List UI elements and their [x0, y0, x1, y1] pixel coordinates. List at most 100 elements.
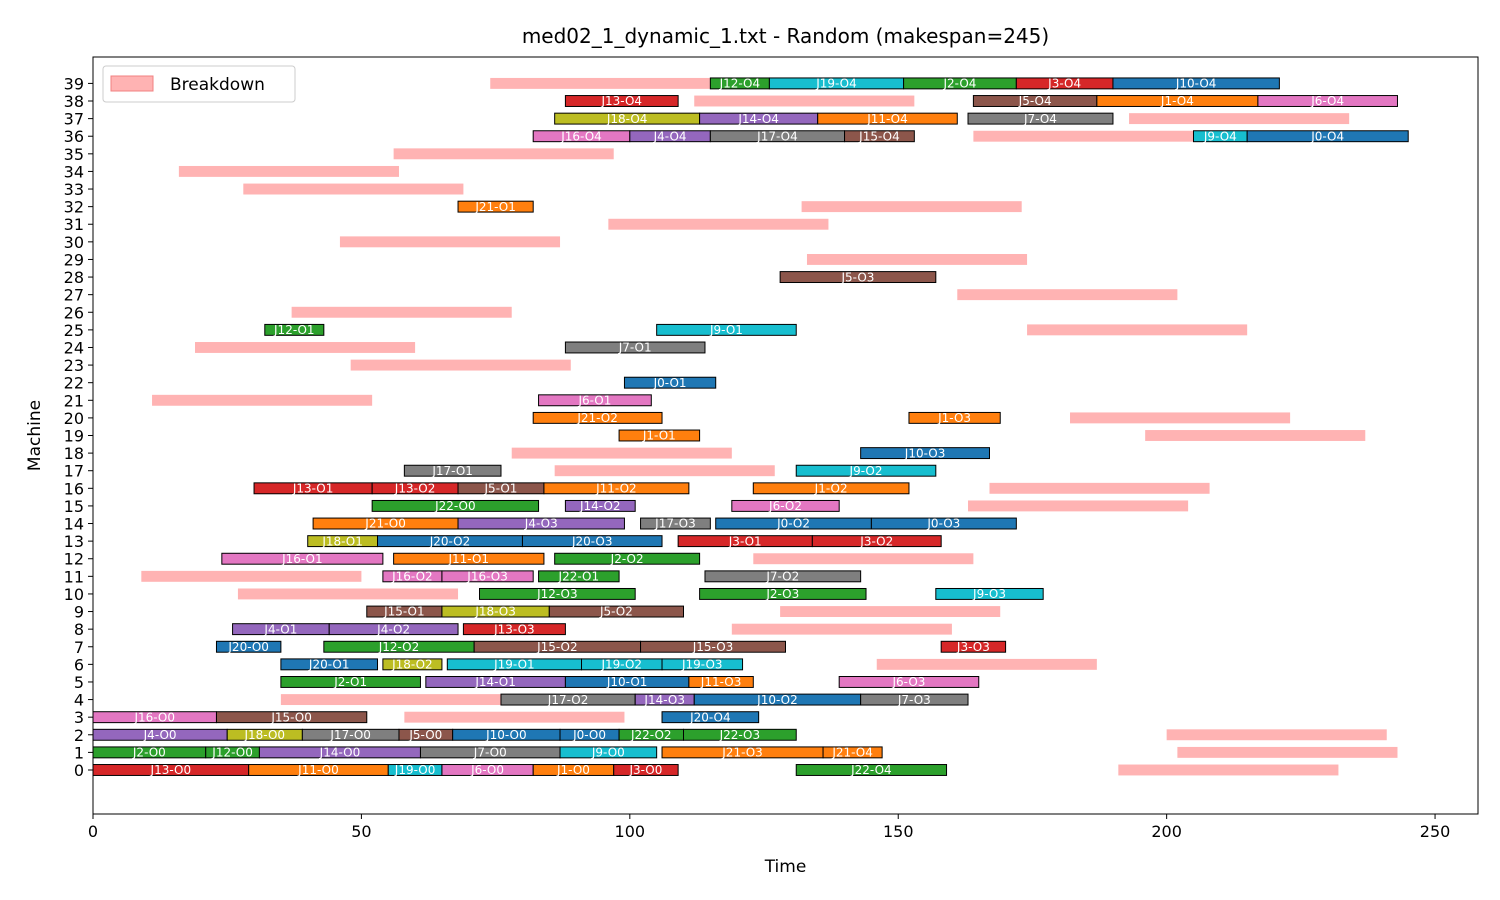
breakdown-bar-m10-25: [237, 588, 459, 600]
op-bar-J16-O1-m12: [221, 552, 384, 565]
x-axis-label: Time: [764, 857, 807, 877]
op-bar-J6-O2-m15: [731, 499, 840, 512]
breakdown-bar-m36-3: [973, 130, 1194, 142]
op-bar-J5-O2-m9: [548, 605, 685, 618]
op-bar-J11-O2-m16: [543, 482, 690, 495]
y-tick-label: 4: [74, 691, 84, 710]
y-tick-label: 14: [64, 515, 84, 534]
op-bar-J5-O3-m28: [779, 271, 937, 284]
y-tick-label: 28: [64, 268, 84, 287]
op-label-J14-O4: J14-O4: [737, 112, 779, 126]
op-bar-J7-O1-m24: [564, 341, 706, 354]
op-bar-J20-O4-m3: [661, 711, 760, 724]
op-label-J17-O1: J17-O1: [431, 464, 473, 478]
op-label-J3-O4: J3-O4: [1047, 77, 1081, 91]
op-bar-J9-O1-m25: [656, 323, 797, 336]
y-tick-label: 16: [64, 479, 84, 498]
op-bar-J22-O3-m2: [683, 728, 797, 741]
op-bar-J13-O4-m38: [564, 95, 679, 107]
op-label-J11-O3: J11-O3: [700, 675, 742, 689]
y-tick-label: 3: [74, 708, 84, 727]
y-tick-label: 6: [74, 655, 84, 674]
op-bar-J7-O3-m4: [860, 693, 969, 706]
op-label-J9-O2: J9-O2: [849, 464, 883, 478]
op-bar-J1-O3-m20: [908, 411, 1001, 424]
breakdown-bar-m1-32: [1177, 746, 1398, 758]
x-tick-label: 200: [1151, 822, 1182, 841]
breakdown-bar-m15-22: [968, 500, 1189, 512]
op-bar-J3-O3-m7: [940, 640, 1007, 653]
op-bar-J15-O0-m3: [215, 711, 368, 724]
op-label-J7-O4: J7-O4: [1023, 112, 1057, 126]
breakdown-bar-m17-20: [554, 465, 775, 477]
x-tick-label: 250: [1420, 822, 1451, 841]
breakdown-bar-m31-8: [608, 218, 829, 230]
op-label-J15-O2: J15-O2: [536, 640, 578, 654]
y-tick-label: 1: [74, 743, 84, 762]
op-bar-J12-O1-m25: [264, 323, 325, 336]
op-label-J14-O0: J14-O0: [319, 746, 361, 760]
y-tick-label: 21: [64, 391, 84, 410]
op-label-J2-O2: J2-O2: [610, 552, 644, 566]
breakdown-bar-m39-0: [490, 77, 711, 89]
breakdown-bar-m9-26: [780, 606, 1001, 618]
op-label-J13-O1: J13-O1: [292, 482, 334, 496]
op-label-J2-O3: J2-O3: [765, 587, 799, 601]
op-bar-J3-O0-m0: [613, 764, 679, 776]
op-bar-J15-O3-m7: [640, 640, 787, 653]
op-label-J4-O3: J4-O3: [524, 517, 558, 531]
op-bar-J13-O3-m8: [462, 623, 566, 636]
breakdown-bar-m3-30: [404, 711, 625, 723]
op-label-J20-O4: J20-O4: [689, 710, 731, 724]
breakdown-bar-m21-16: [152, 394, 373, 406]
y-tick-label: 9: [74, 603, 84, 622]
breakdown-bar-m29-10: [806, 253, 1028, 265]
op-label-J20-O1: J20-O1: [308, 658, 350, 672]
op-label-J22-O0: J22-O0: [434, 499, 476, 513]
op-label-J4-O4: J4-O4: [653, 129, 687, 143]
op-label-J3-O2: J3-O2: [859, 534, 893, 548]
op-label-J15-O4: J15-O4: [858, 129, 900, 143]
op-label-J18-O2: J18-O2: [391, 658, 433, 672]
breakdown-bar-m24-14: [194, 342, 416, 353]
op-bar-J16-O3-m11: [441, 570, 534, 583]
op-label-J14-O3: J14-O3: [643, 693, 685, 707]
y-tick-label: 19: [64, 427, 84, 446]
op-label-J6-O0: J6-O0: [470, 763, 504, 777]
op-label-J11-O4: J11-O4: [866, 112, 908, 126]
x-tick-label: 0: [88, 822, 98, 841]
op-label-J14-O2: J14-O2: [579, 499, 621, 513]
y-tick-label: 26: [64, 303, 84, 322]
breakdown-bar-m18-19: [511, 447, 732, 459]
op-label-J11-O2: J11-O2: [595, 482, 637, 496]
op-label-J6-O4: J6-O4: [1310, 94, 1344, 108]
op-label-J1-O1: J1-O1: [642, 429, 676, 443]
op-label-J4-O2: J4-O2: [376, 622, 410, 636]
op-label-J9-O1: J9-O1: [709, 323, 743, 337]
breakdown-bar-m0-33: [1118, 764, 1339, 776]
x-tick-label: 150: [883, 822, 914, 841]
y-tick-label: 12: [64, 550, 84, 569]
breakdown-bar-m23-15: [350, 359, 571, 371]
op-label-J19-O2: J19-O2: [600, 658, 642, 672]
op-label-J9-O3: J9-O3: [972, 587, 1006, 601]
op-label-J21-O2: J21-O2: [576, 411, 618, 425]
op-bar-J6-O3-m5: [838, 676, 980, 688]
op-label-J16-O3: J16-O3: [466, 570, 508, 584]
y-axis-label: Machine: [25, 400, 45, 471]
y-tick-label: 35: [64, 145, 84, 164]
y-tick-label: 30: [64, 233, 84, 252]
op-bar-J11-O4-m37: [817, 112, 958, 125]
legend-box: [102, 65, 296, 103]
y-tick-label: 8: [74, 620, 84, 639]
op-bar-J17-O1-m17: [403, 464, 502, 477]
op-label-J17-O3: J17-O3: [654, 517, 696, 531]
breakdown-bar-m37-2: [1129, 113, 1350, 125]
op-label-J10-O2: J10-O2: [756, 693, 798, 707]
op-label-J19-O0: J19-O0: [394, 763, 436, 777]
op-label-J2-O0: J2-O0: [132, 746, 166, 760]
op-label-J12-O4: J12-O4: [719, 77, 761, 91]
y-tick-label: 31: [64, 215, 84, 234]
op-label-J16-O1: J16-O1: [281, 552, 323, 566]
